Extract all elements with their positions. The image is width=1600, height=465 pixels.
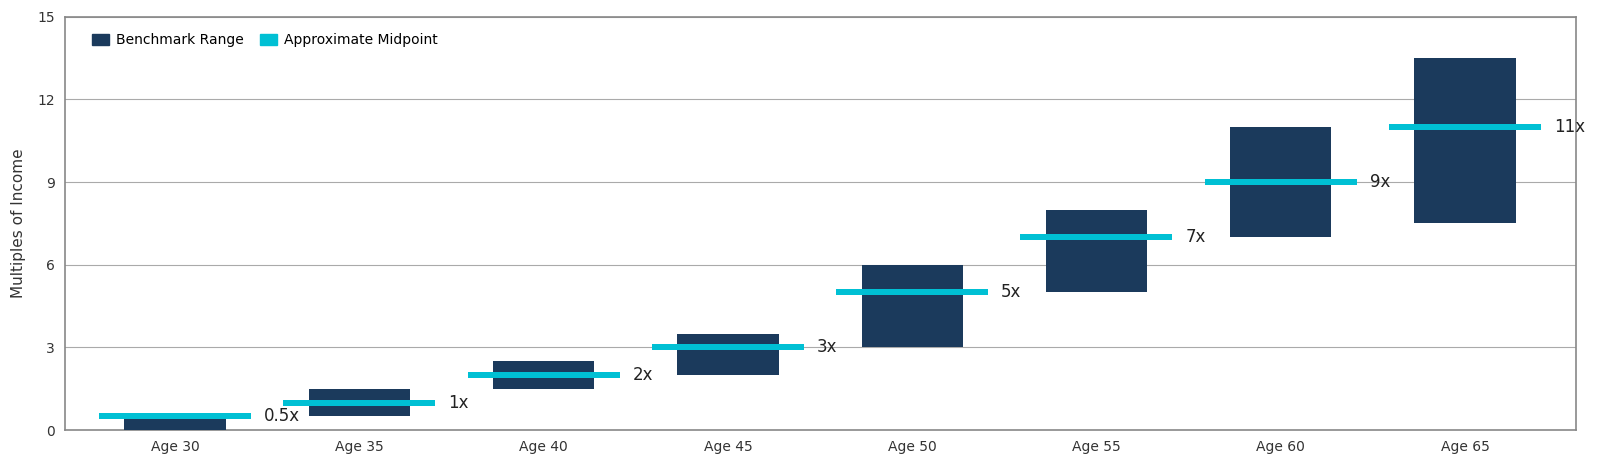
Legend: Benchmark Range, Approximate Midpoint: Benchmark Range, Approximate Midpoint — [86, 28, 443, 53]
Bar — [467, 372, 619, 378]
Bar — [861, 265, 963, 347]
Text: 0.5x: 0.5x — [264, 407, 301, 425]
Text: 5x: 5x — [1002, 283, 1021, 301]
Text: 1x: 1x — [448, 393, 469, 412]
Bar — [99, 413, 251, 419]
Y-axis label: Multiples of Income: Multiples of Income — [11, 149, 26, 298]
Bar — [651, 345, 803, 351]
Text: 3x: 3x — [818, 339, 837, 357]
Bar — [125, 416, 226, 430]
Text: 9x: 9x — [1370, 173, 1390, 191]
Bar — [677, 334, 779, 375]
Text: 11x: 11x — [1554, 118, 1586, 136]
Text: 7x: 7x — [1186, 228, 1206, 246]
Bar — [1205, 179, 1357, 185]
Bar — [1230, 127, 1331, 237]
Bar — [493, 361, 594, 389]
Bar — [309, 389, 410, 416]
Bar — [1021, 234, 1173, 240]
Bar — [837, 289, 989, 295]
Text: 2x: 2x — [632, 366, 653, 384]
Bar — [283, 399, 435, 405]
Bar — [1389, 124, 1541, 130]
Bar — [1046, 210, 1147, 292]
Bar — [1414, 58, 1515, 223]
